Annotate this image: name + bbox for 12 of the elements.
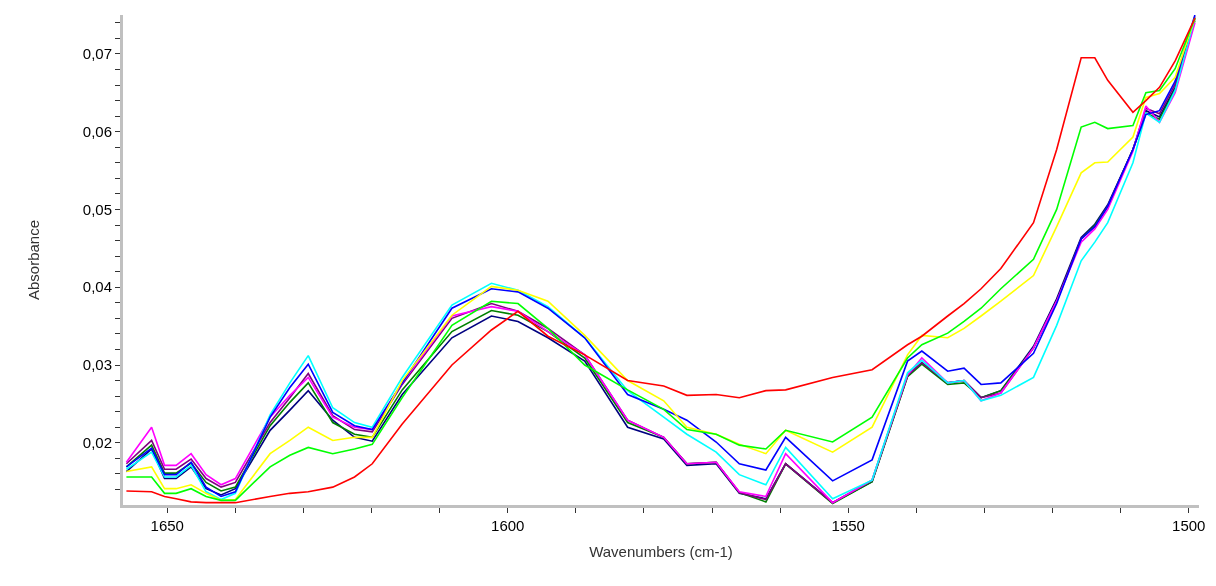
y-tick-label: 0,07 (82, 45, 112, 63)
y-tick-label: 0,02 (82, 434, 112, 452)
x-tick-label: 1500 (1172, 517, 1206, 534)
x-tick-label: 1600 (491, 517, 525, 534)
x-tick-label: 1650 (150, 517, 184, 534)
y-tick-label: 0,05 (82, 200, 112, 218)
y-tick-label: 0,06 (82, 122, 112, 140)
x-tick-label: 1550 (831, 517, 865, 534)
y-tick-label: 0,04 (82, 278, 112, 296)
x-axis-title: Wavenumbers (cm-1) (589, 543, 733, 560)
y-tick-label: 0,03 (82, 356, 112, 374)
y-axis-title: Absorbance (25, 219, 43, 301)
